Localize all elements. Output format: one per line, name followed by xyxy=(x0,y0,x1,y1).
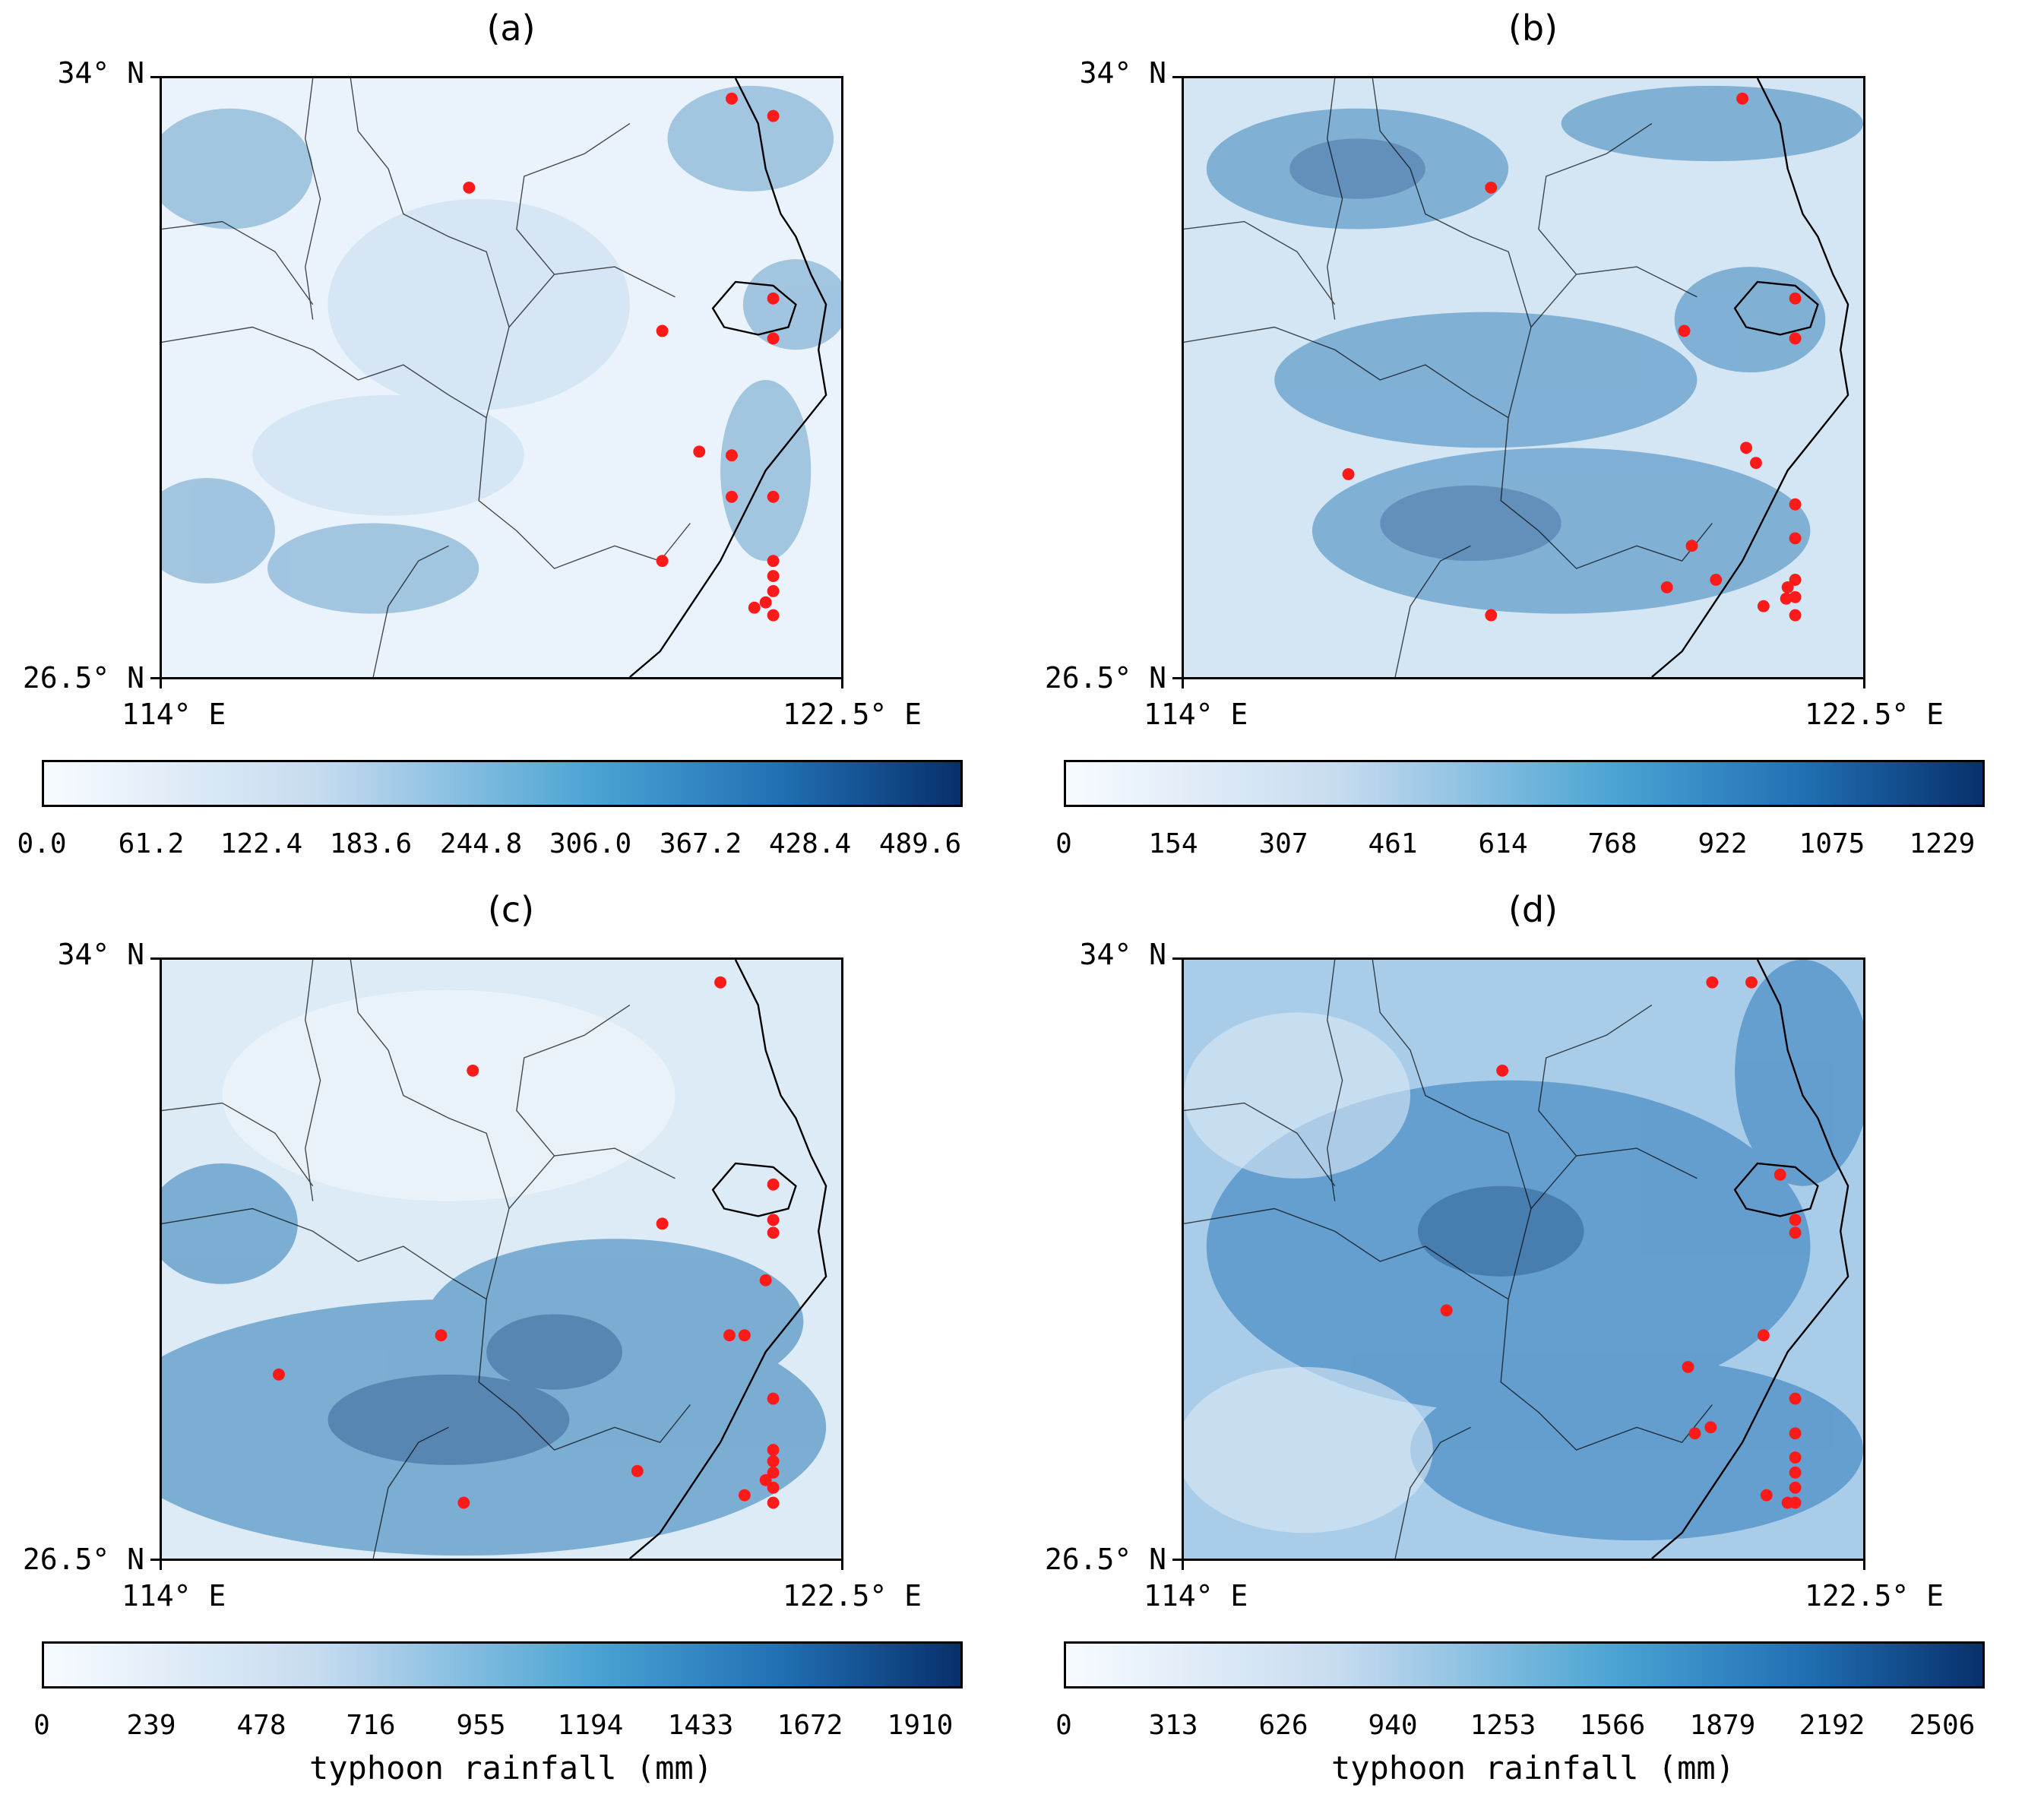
panel-title: (a) xyxy=(486,8,536,49)
lon-label-left: 114° E xyxy=(122,1579,226,1613)
lon-label-right: 122.5° E xyxy=(783,1579,922,1613)
lat-label-top: 34° N xyxy=(1079,56,1166,90)
colorbar xyxy=(42,1641,963,1688)
lat-label-bottom: 26.5° N xyxy=(22,661,144,695)
lon-label-left: 114° E xyxy=(1144,1579,1248,1613)
colorbar xyxy=(1064,1641,1985,1688)
panel-b: (b) 34° N 26.5° N 114° E 122.5° E xyxy=(1022,0,2044,902)
station-markers xyxy=(463,92,780,622)
lat-label-top: 34° N xyxy=(57,938,144,971)
lat-label-top: 34° N xyxy=(1079,938,1166,971)
rainfall-map xyxy=(160,957,843,1561)
panel-a: (a) 34° N 26.5° N 114° E 122.5° E xyxy=(0,0,1022,902)
lat-label-bottom: 26.5° N xyxy=(1044,661,1166,695)
colorbar-title: typhoon rainfall (mm) xyxy=(1330,1749,1735,1787)
panel-title: (d) xyxy=(1508,889,1558,930)
station-markers xyxy=(273,976,780,1509)
lon-label-left: 114° E xyxy=(1144,698,1248,731)
lat-label-top: 34° N xyxy=(57,56,144,90)
lon-label-right: 122.5° E xyxy=(783,698,922,731)
lon-label-left: 114° E xyxy=(122,698,226,731)
panel-d: (d) 34° N 26.5° N 114° E 122.5° E xyxy=(1022,881,2044,1787)
station-markers xyxy=(1342,92,1802,622)
lat-label-bottom: 26.5° N xyxy=(22,1543,144,1576)
rainfall-map xyxy=(1182,76,1865,679)
lon-label-right: 122.5° E xyxy=(1805,698,1944,731)
colorbar-title: typhoon rainfall (mm) xyxy=(308,1749,713,1787)
panel-c: (c) 34° N 26.5° N 114° E 122.5° E xyxy=(0,881,1022,1787)
station-markers xyxy=(1440,976,1802,1509)
rainfall-map xyxy=(1182,957,1865,1561)
lon-label-right: 122.5° E xyxy=(1805,1579,1944,1613)
colorbar xyxy=(42,760,963,807)
lat-label-bottom: 26.5° N xyxy=(1044,1543,1166,1576)
panel-title: (b) xyxy=(1508,8,1558,49)
colorbar xyxy=(1064,760,1985,807)
panel-title: (c) xyxy=(487,889,535,930)
rainfall-map xyxy=(160,76,843,679)
